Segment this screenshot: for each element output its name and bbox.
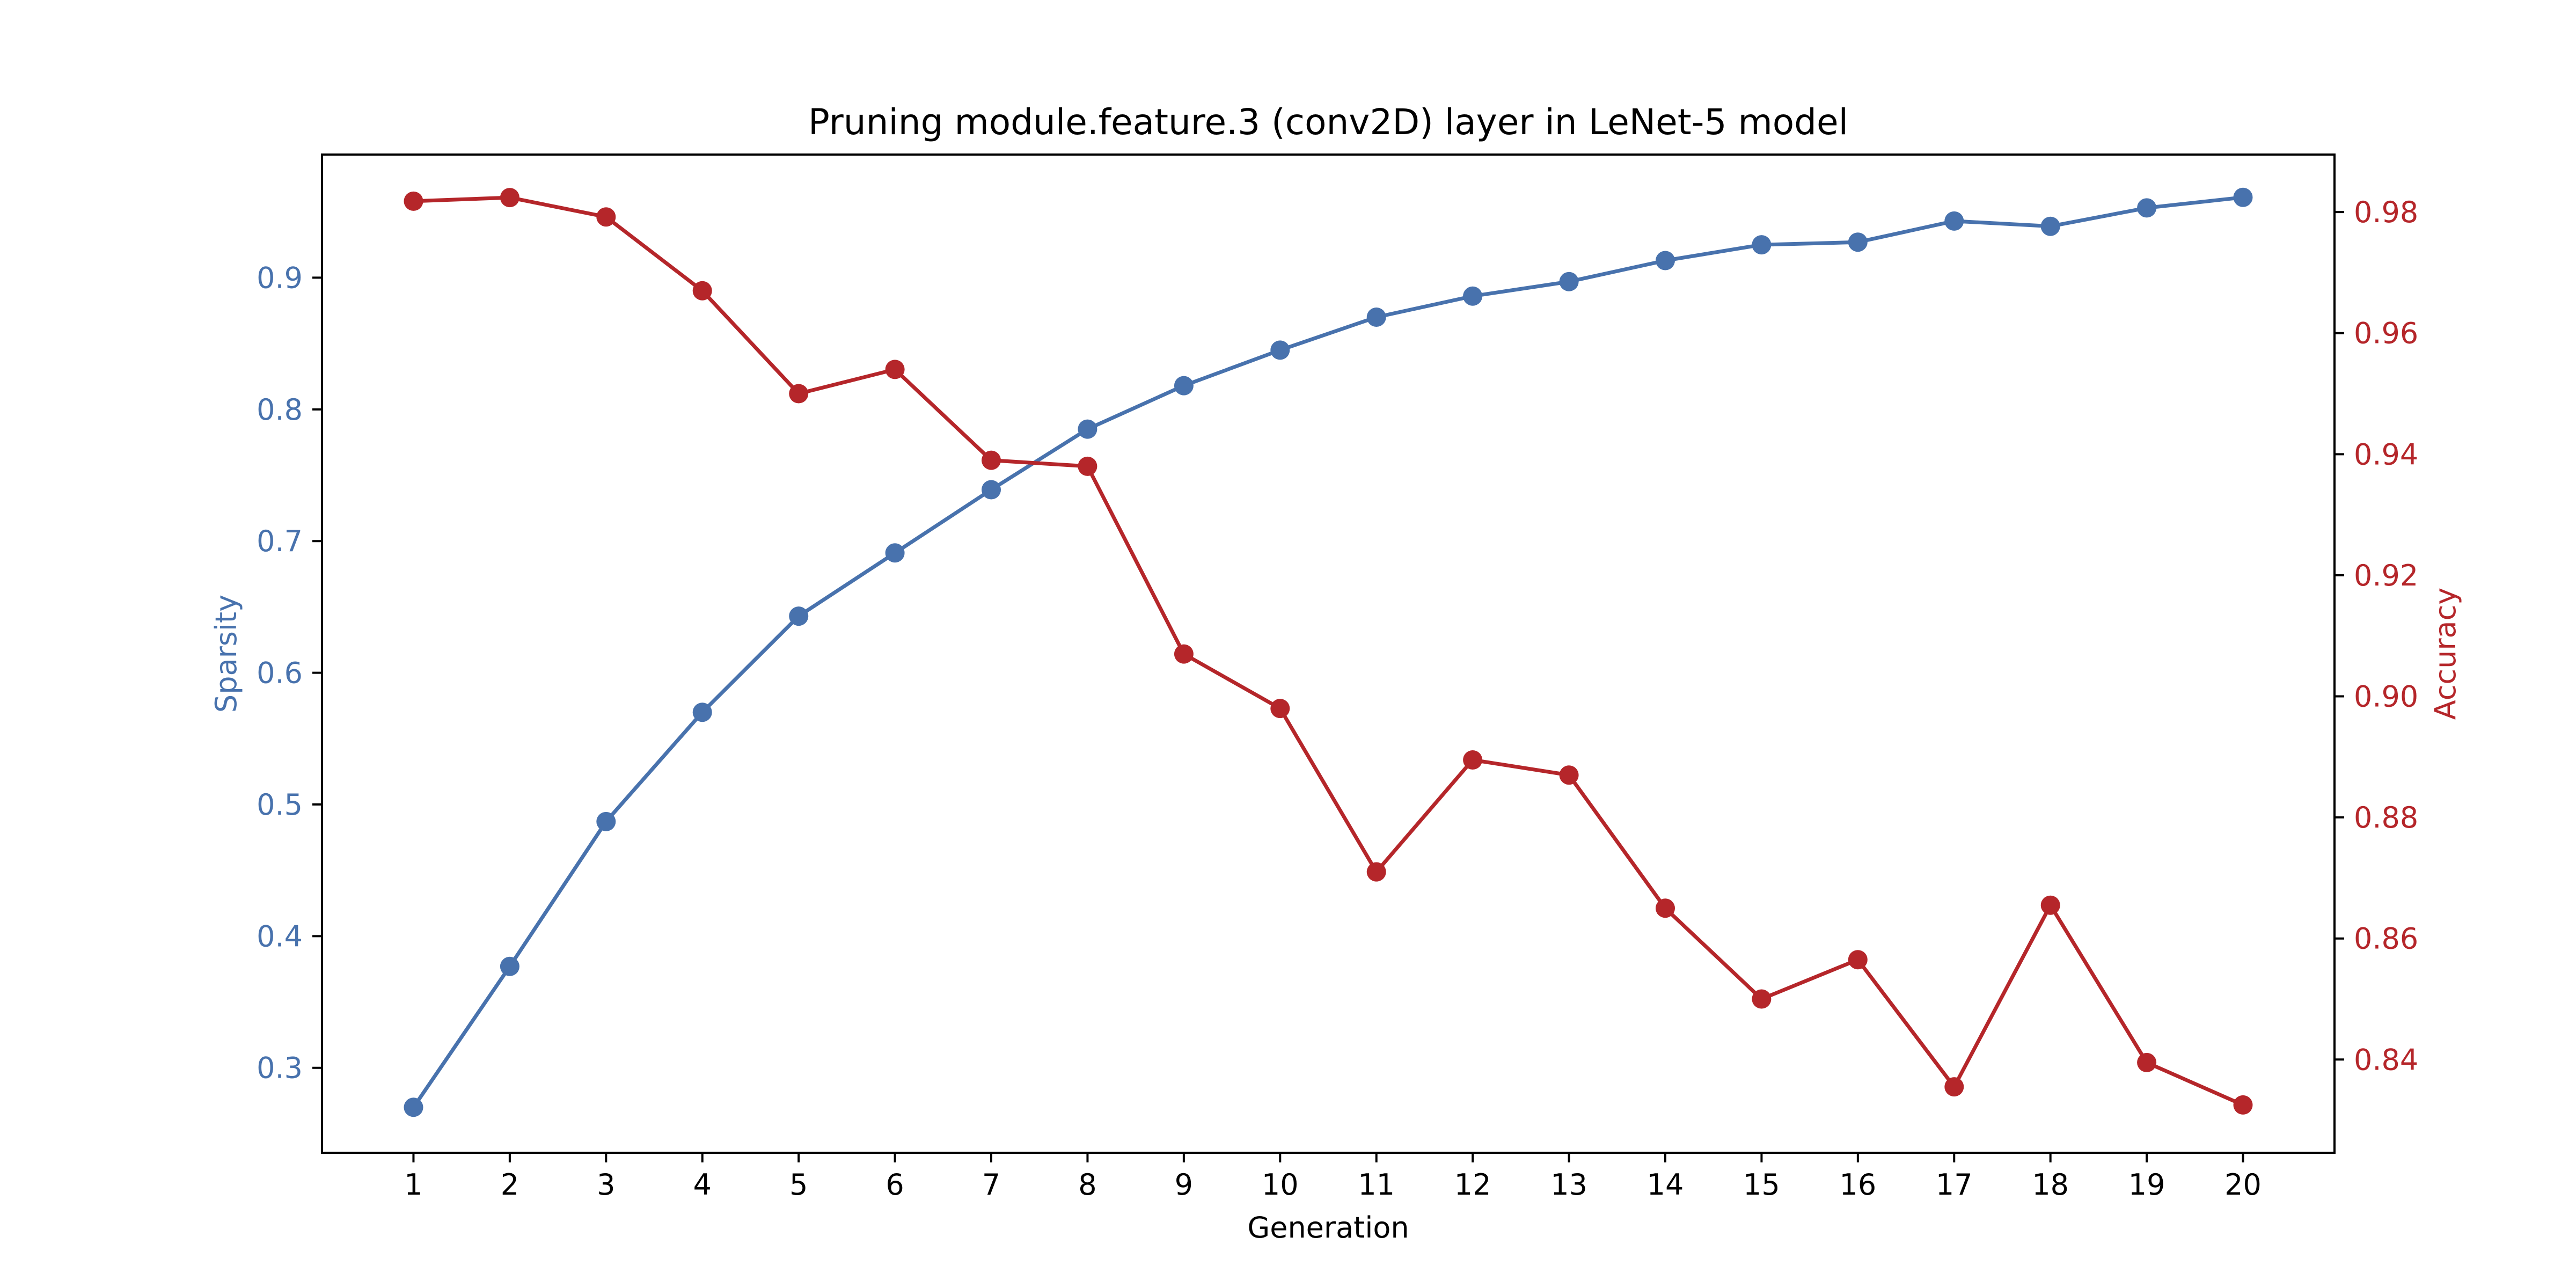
x-tick-label: 8 bbox=[1078, 1168, 1096, 1202]
accuracy-point bbox=[1944, 1077, 1964, 1097]
sparsity-point bbox=[789, 606, 809, 626]
sparsity-point bbox=[596, 811, 616, 831]
right-y-tick-label: 0.92 bbox=[2354, 559, 2418, 592]
left-y-tick-label: 0.3 bbox=[257, 1051, 303, 1085]
x-tick-label: 1 bbox=[404, 1168, 422, 1202]
sparsity-point bbox=[2040, 216, 2060, 236]
x-tick-label: 14 bbox=[1647, 1168, 1684, 1202]
accuracy-point bbox=[1270, 699, 1290, 719]
right-y-tick-label: 0.88 bbox=[2354, 801, 2418, 835]
accuracy-point bbox=[1463, 750, 1483, 770]
accuracy-point bbox=[500, 188, 519, 208]
sparsity-point bbox=[1078, 419, 1097, 439]
sparsity-point bbox=[1656, 251, 1675, 270]
accuracy-point bbox=[789, 384, 809, 404]
x-tick-label: 7 bbox=[982, 1168, 1000, 1202]
x-tick-label: 2 bbox=[501, 1168, 519, 1202]
x-tick-label: 19 bbox=[2128, 1168, 2165, 1202]
sparsity-point bbox=[1848, 232, 1868, 252]
chart-title: Pruning module.feature.3 (conv2D) layer … bbox=[808, 101, 1848, 143]
sparsity-point bbox=[1944, 211, 1964, 231]
sparsity-point bbox=[1752, 235, 1772, 255]
accuracy-point bbox=[1752, 989, 1772, 1009]
x-tick-label: 11 bbox=[1358, 1168, 1395, 1202]
sparsity-point bbox=[982, 480, 1001, 500]
right-y-axis-label: Accuracy bbox=[2428, 588, 2462, 720]
x-tick-label: 3 bbox=[597, 1168, 615, 1202]
x-tick-label: 12 bbox=[1454, 1168, 1491, 1202]
plot-marks bbox=[404, 187, 2253, 1117]
x-tick-label: 9 bbox=[1175, 1168, 1193, 1202]
sparsity-point bbox=[1463, 286, 1483, 306]
left-y-tick-label: 0.8 bbox=[257, 393, 303, 427]
accuracy-point bbox=[2040, 895, 2060, 915]
right-y-tick-label: 0.84 bbox=[2354, 1043, 2418, 1077]
right-y-tick-label: 0.86 bbox=[2354, 922, 2418, 956]
accuracy-point bbox=[1174, 644, 1194, 664]
right-y-tick-label: 0.90 bbox=[2354, 680, 2418, 714]
accuracy-line bbox=[413, 195, 2244, 1107]
accuracy-point bbox=[1078, 456, 1097, 476]
sparsity-point bbox=[1270, 340, 1290, 360]
x-tick-label: 20 bbox=[2224, 1168, 2262, 1202]
sparsity-point bbox=[1174, 376, 1194, 396]
sparsity-point bbox=[500, 956, 519, 976]
x-tick-label: 17 bbox=[1936, 1168, 1973, 1202]
x-tick-label: 5 bbox=[789, 1168, 808, 1202]
plot-area-frame bbox=[321, 153, 2336, 1154]
left-y-axis-label: Sparsity bbox=[209, 595, 243, 713]
accuracy-point bbox=[692, 281, 712, 301]
sparsity-point bbox=[1366, 308, 1386, 327]
sparsity-point bbox=[2137, 198, 2157, 218]
accuracy-point bbox=[596, 207, 616, 227]
x-tick-label: 13 bbox=[1550, 1168, 1587, 1202]
accuracy-point bbox=[404, 191, 423, 211]
accuracy-point bbox=[1848, 950, 1868, 970]
right-y-tick-label: 0.94 bbox=[2354, 437, 2418, 471]
sparsity-point bbox=[692, 702, 712, 722]
left-y-tick-label: 0.4 bbox=[257, 919, 303, 953]
left-y-tick-label: 0.9 bbox=[257, 261, 303, 295]
sparsity-point bbox=[2233, 187, 2253, 207]
x-tick-label: 10 bbox=[1262, 1168, 1299, 1202]
sparsity-line bbox=[412, 195, 2243, 1109]
accuracy-point bbox=[2137, 1052, 2157, 1072]
x-tick-label: 4 bbox=[693, 1168, 712, 1202]
accuracy-point bbox=[1559, 765, 1579, 785]
sparsity-point bbox=[1559, 272, 1579, 291]
axes: 1 2 3 4 5 6 7 8 9 10 11 12 13 14 15 16 17 18 19 200.30.40.5… bbox=[257, 195, 2418, 1202]
accuracy-point bbox=[982, 450, 1001, 470]
x-tick-label: 6 bbox=[885, 1168, 904, 1202]
accuracy-point bbox=[885, 360, 905, 379]
x-axis-label: Generation bbox=[1247, 1211, 1409, 1245]
sparsity-series bbox=[404, 187, 2253, 1117]
accuracy-point bbox=[1366, 862, 1386, 882]
left-y-tick-label: 0.5 bbox=[257, 788, 303, 822]
right-y-tick-label: 0.96 bbox=[2354, 317, 2418, 350]
left-y-tick-label: 0.7 bbox=[257, 524, 303, 558]
accuracy-point bbox=[2233, 1095, 2253, 1115]
left-y-tick-label: 0.6 bbox=[257, 656, 303, 690]
accuracy-series bbox=[404, 188, 2253, 1115]
sparsity-point bbox=[404, 1097, 423, 1117]
x-tick-label: 18 bbox=[2032, 1168, 2069, 1202]
sparsity-point bbox=[885, 543, 905, 563]
x-tick-label: 15 bbox=[1743, 1168, 1780, 1202]
x-tick-label: 16 bbox=[1839, 1168, 1876, 1202]
right-y-tick-label: 0.98 bbox=[2354, 195, 2418, 229]
accuracy-point bbox=[1656, 898, 1675, 918]
